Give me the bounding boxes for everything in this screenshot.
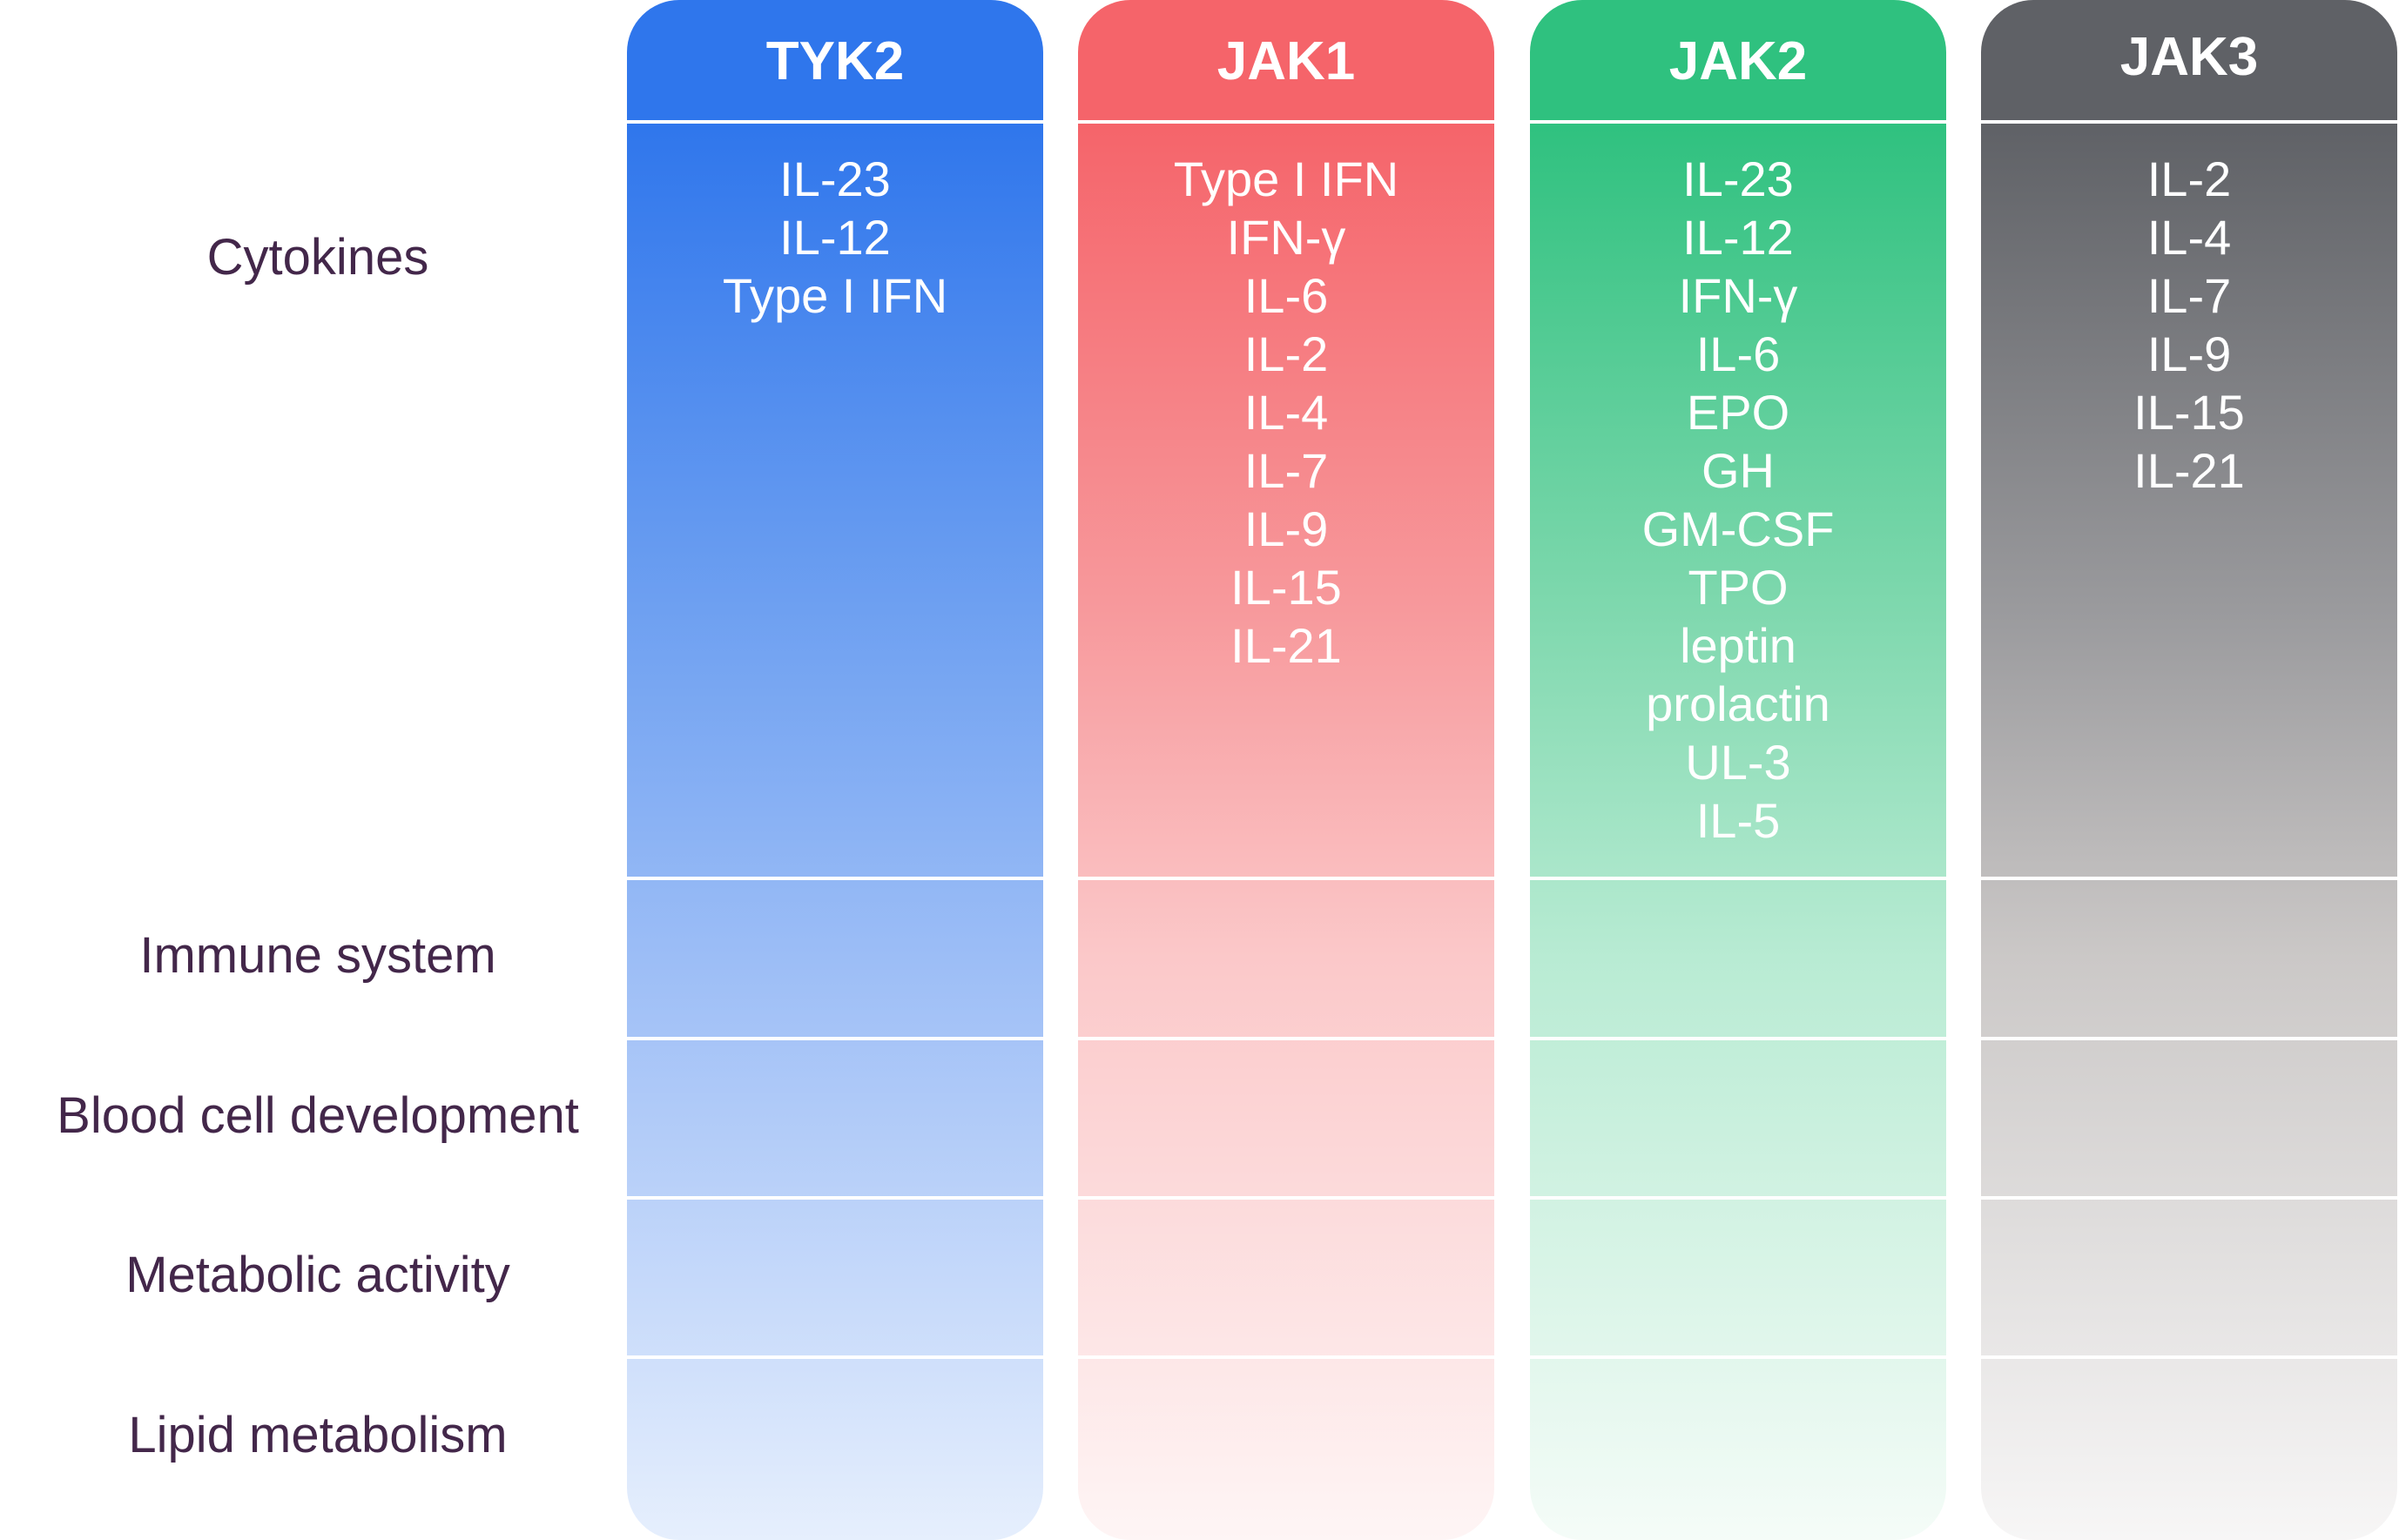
row-divider — [1078, 1355, 1494, 1359]
row-divider — [1078, 1196, 1494, 1200]
cytokine-item: IL-15 — [1230, 560, 1342, 615]
row-divider — [627, 1037, 1043, 1040]
cytokine-item: IFN-γ — [1226, 210, 1346, 265]
row-divider — [1530, 1037, 1946, 1040]
row-label-blood-cell-development: Blood cell development — [57, 1087, 579, 1144]
row-label-metabolic-activity: Metabolic activity — [125, 1247, 510, 1303]
header-divider — [1078, 120, 1494, 124]
column-jak2: JAK2 IL-23 IL-12 IFN-γ IL-6 EPO GH GM-CS… — [1530, 0, 1946, 1540]
cytokine-item: IL-9 — [1243, 501, 1329, 556]
column-header-jak1: JAK1 — [1216, 30, 1356, 91]
row-divider — [627, 1355, 1043, 1359]
row-divider — [627, 1196, 1043, 1200]
column-jak1: JAK1 Type I IFN IFN-γ IL-6 IL-2 IL-4 IL-… — [1078, 0, 1494, 1540]
header-divider — [1981, 120, 2397, 124]
cytokine-item: GM-CSF — [1641, 501, 1835, 556]
column-header-jak3: JAK3 — [2119, 26, 2259, 87]
cytokine-item: Type I IFN — [1173, 151, 1399, 206]
header-divider — [1530, 120, 1946, 124]
cytokine-item: TPO — [1688, 560, 1789, 615]
row-divider — [1078, 877, 1494, 880]
cytokine-item: prolactin — [1646, 676, 1830, 731]
row-divider — [1981, 1355, 2397, 1359]
row-divider — [1530, 1196, 1946, 1200]
row-divider — [1530, 1355, 1946, 1359]
cytokine-item: IL-4 — [1243, 385, 1329, 440]
row-divider — [1981, 1196, 2397, 1200]
column-jak3: JAK3 IL-2 IL-4 IL-7 IL-9 IL-15 IL-21 — [1981, 0, 2397, 1540]
cytokine-item: IL-7 — [1243, 443, 1329, 498]
cytokine-list-jak3: IL-2 IL-4 IL-7 IL-9 IL-15 IL-21 — [1981, 150, 2397, 500]
row-divider — [1530, 877, 1946, 880]
cytokine-item: GH — [1702, 443, 1775, 498]
cytokine-item: IL-12 — [779, 210, 891, 265]
cytokine-item: IL-23 — [779, 151, 891, 206]
cytokine-item: UL-3 — [1685, 735, 1791, 790]
cytokine-item: IL-23 — [1682, 151, 1794, 206]
cytokine-list-jak1: Type I IFN IFN-γ IL-6 IL-2 IL-4 IL-7 IL-… — [1078, 150, 1494, 675]
cytokine-item: IL-12 — [1682, 210, 1794, 265]
cytokine-item: IL-15 — [2133, 385, 2245, 440]
cytokine-item: IL-2 — [1243, 326, 1329, 381]
row-label-cytokines: Cytokines — [206, 229, 429, 286]
column-header-tyk2: TYK2 — [765, 30, 905, 91]
column-tyk2: TYK2 IL-23 IL-12 Type I IFN — [627, 0, 1043, 1540]
cytokine-item: IL-6 — [1695, 326, 1781, 381]
cytokine-item: IL-21 — [1230, 618, 1342, 673]
cytokine-item: IL-6 — [1243, 268, 1329, 323]
row-label-immune-system: Immune system — [139, 927, 496, 984]
cytokine-item: IFN-γ — [1678, 268, 1798, 323]
header-divider — [627, 120, 1043, 124]
cytokine-item: Type I IFN — [722, 268, 948, 323]
column-header-jak2: JAK2 — [1668, 30, 1808, 91]
cytokine-item: leptin — [1680, 618, 1796, 673]
cytokine-item: IL-2 — [2146, 151, 2232, 206]
row-divider — [1078, 1037, 1494, 1040]
row-label-lipid-metabolism: Lipid metabolism — [128, 1407, 508, 1463]
row-divider — [1981, 877, 2397, 880]
row-divider — [627, 877, 1043, 880]
cytokine-list-tyk2: IL-23 IL-12 Type I IFN — [627, 150, 1043, 325]
row-divider — [1981, 1037, 2397, 1040]
cytokine-item: IL-21 — [2133, 443, 2245, 498]
cytokine-item: IL-9 — [2146, 326, 2232, 381]
cytokine-item: EPO — [1686, 385, 1790, 440]
cytokine-item: IL-7 — [2146, 268, 2232, 323]
cytokine-item: IL-5 — [1695, 793, 1781, 848]
cytokine-list-jak2: IL-23 IL-12 IFN-γ IL-6 EPO GH GM-CSF TPO… — [1530, 150, 1946, 850]
cytokine-item: IL-4 — [2146, 210, 2232, 265]
